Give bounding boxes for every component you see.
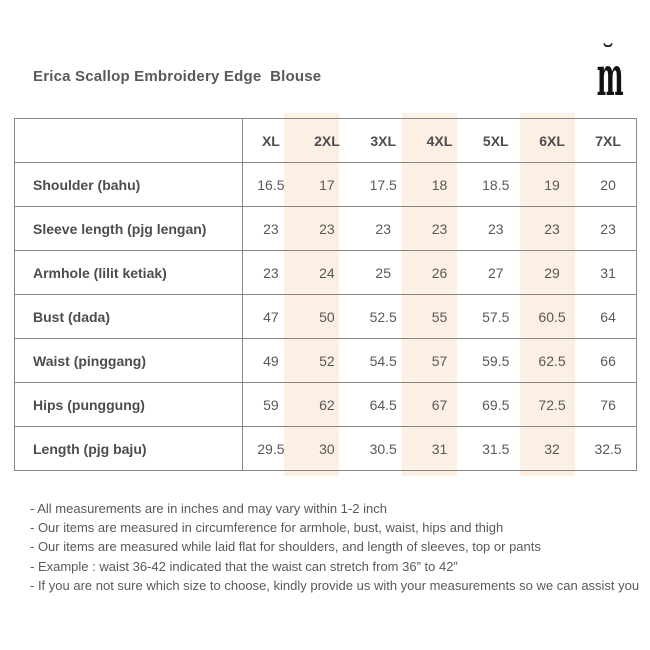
measurement-value: 16.5 — [242, 162, 299, 207]
measurement-value: 23 — [411, 206, 468, 251]
note-line: - Our items are measured while laid flat… — [30, 539, 541, 555]
measurement-value: 20 — [580, 162, 637, 207]
size-chart-table: XL 2XL 3XL 4XL 5XL 6XL 7XL Shoulder (bah… — [14, 118, 637, 471]
measurement-value: 17.5 — [355, 162, 412, 207]
measurement-value: 31 — [580, 250, 637, 295]
note-line: - All measurements are in inches and may… — [30, 501, 387, 516]
measurement-value: 62 — [298, 382, 356, 427]
size-column-header: 7XL — [580, 118, 637, 163]
measurement-value: 18 — [411, 162, 468, 207]
measurement-value: 49 — [242, 338, 299, 383]
size-header-row: XL 2XL 3XL 4XL 5XL 6XL 7XL — [14, 118, 637, 163]
size-chart: XL 2XL 3XL 4XL 5XL 6XL 7XL Shoulder (bah… — [14, 113, 637, 476]
measurement-value: 69.5 — [467, 382, 524, 427]
size-column-header: 6XL — [523, 118, 581, 163]
measurement-value: 76 — [580, 382, 637, 427]
measurement-label: Length (pjg baju) — [14, 426, 243, 471]
measurement-value: 67 — [411, 382, 468, 427]
size-column-header: 2XL — [298, 118, 356, 163]
measurement-value: 23 — [523, 206, 581, 251]
product-title: Erica Scallop Embroidery Edge Blouse — [33, 68, 322, 85]
measurement-row-bust: Bust (dada) 47 50 52.5 55 57.5 60.5 64 — [14, 294, 637, 339]
measurement-row-armhole: Armhole (lilit ketiak) 23 24 25 26 27 29… — [14, 250, 637, 295]
measurement-value: 66 — [580, 338, 637, 383]
measurement-label: Hips (punggung) — [14, 382, 243, 427]
measurement-value: 30 — [298, 426, 356, 471]
note-line: - If you are not sure which size to choo… — [30, 577, 640, 593]
measurement-value: 50 — [298, 294, 356, 339]
measurement-row-length: Length (pjg baju) 29.5 30 30.5 31 31.5 3… — [14, 426, 637, 471]
measurement-row-sleeve-length: Sleeve length (pjg lengan) 23 23 23 23 2… — [14, 206, 637, 251]
measurement-label: Shoulder (bahu) — [14, 162, 243, 207]
logo-letter-m: m — [596, 44, 624, 108]
measurement-value: 31.5 — [467, 426, 524, 471]
measurement-value: 24 — [298, 250, 356, 295]
measurement-value: 54.5 — [355, 338, 412, 383]
measurement-value: 62.5 — [523, 338, 581, 383]
measurement-value: 27 — [467, 250, 524, 295]
measurement-value: 23 — [242, 206, 299, 251]
measurement-value: 25 — [355, 250, 412, 295]
measurement-value: 55 — [411, 294, 468, 339]
measurement-value: 23 — [242, 250, 299, 295]
size-column-header: XL — [242, 118, 299, 163]
measurement-value: 47 — [242, 294, 299, 339]
measurement-label: Sleeve length (pjg lengan) — [14, 206, 243, 251]
measurement-value: 72.5 — [523, 382, 581, 427]
measurement-value: 59.5 — [467, 338, 524, 383]
measurement-value: 30.5 — [355, 426, 412, 471]
measurement-value: 60.5 — [523, 294, 581, 339]
measurement-row-hips: Hips (punggung) 59 62 64.5 67 69.5 72.5 … — [14, 382, 637, 427]
measurement-value: 26 — [411, 250, 468, 295]
note-line: - Our items are measured in circumferenc… — [30, 520, 504, 536]
measurement-value: 57 — [411, 338, 468, 383]
measurement-value: 52.5 — [355, 294, 412, 339]
corner-cell — [14, 118, 243, 163]
measurement-value: 23 — [467, 206, 524, 251]
measurement-value: 29.5 — [242, 426, 299, 471]
measurement-value: 59 — [242, 382, 299, 427]
measurement-value: 57.5 — [467, 294, 524, 339]
measurement-value: 52 — [298, 338, 356, 383]
measurement-row-shoulder: Shoulder (bahu) 16.5 17 17.5 18 18.5 19 … — [14, 162, 637, 207]
size-column-header: 4XL — [411, 118, 468, 163]
measurement-label: Bust (dada) — [14, 294, 243, 339]
measurement-value: 18.5 — [467, 162, 524, 207]
measurement-value: 32 — [523, 426, 581, 471]
measurement-notes: - All measurements are in inches and may… — [30, 499, 639, 595]
size-column-header: 3XL — [355, 118, 412, 163]
measurement-row-waist: Waist (pinggang) 49 52 54.5 57 59.5 62.5… — [14, 338, 637, 383]
measurement-value: 64.5 — [355, 382, 412, 427]
measurement-value: 64 — [580, 294, 637, 339]
note-line: - Example : waist 36-42 indicated that t… — [30, 558, 458, 574]
measurement-value: 31 — [411, 426, 468, 471]
brand-logo-icon: ˘ m — [584, 43, 632, 108]
measurement-value: 23 — [580, 206, 637, 251]
measurement-value: 23 — [298, 206, 356, 251]
measurement-value: 23 — [355, 206, 412, 251]
measurement-label: Waist (pinggang) — [14, 338, 243, 383]
measurement-value: 19 — [523, 162, 581, 207]
size-column-header: 5XL — [467, 118, 524, 163]
measurement-label: Armhole (lilit ketiak) — [14, 250, 243, 295]
measurement-value: 32.5 — [580, 426, 637, 471]
measurement-value: 29 — [523, 250, 581, 295]
measurement-value: 17 — [298, 162, 356, 207]
